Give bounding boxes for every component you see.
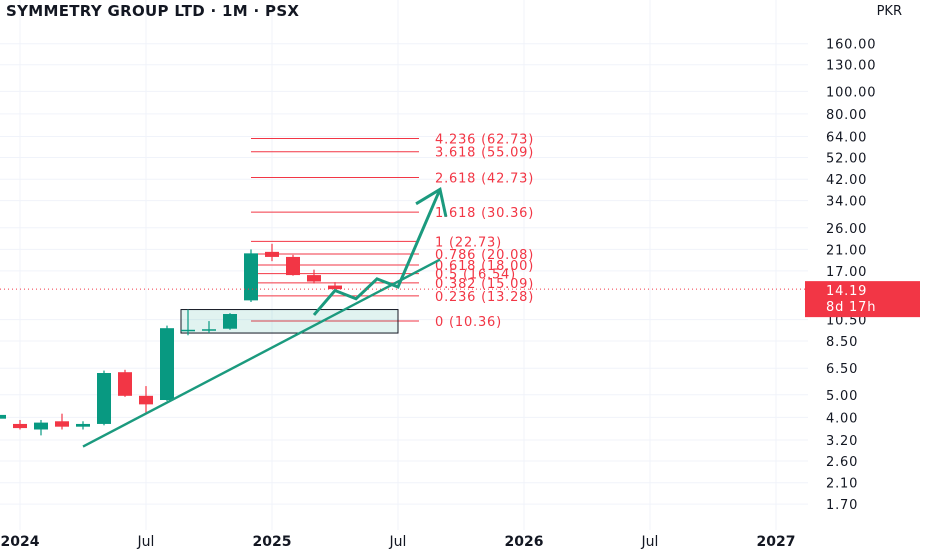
price-tick-label: 21.00: [826, 243, 867, 258]
price-tick-label: 6.50: [826, 362, 858, 377]
candle: [13, 419, 27, 430]
price-tick-label: 10.50: [826, 314, 867, 329]
bar-countdown-label: 8d 17h: [826, 300, 876, 315]
candle-body: [13, 423, 27, 429]
fib-level-label: 3.618 (55.09): [435, 146, 534, 161]
price-tick-label: 5.00: [826, 389, 858, 404]
grid: [0, 0, 808, 530]
time-tick-label: 2025: [253, 534, 292, 550]
current-price-label: 14.19: [826, 284, 867, 299]
fib-level-label: 0.618 (18.00): [435, 259, 534, 274]
candle: [307, 269, 321, 284]
candle: [181, 309, 195, 336]
fib-level-label: 1.618 (30.36): [435, 206, 534, 221]
candle-body: [0, 414, 6, 419]
price-axis: 160.00 130.00 100.00 80.00 64.00 52.00 42.00 34…: [805, 38, 920, 513]
candle: [286, 254, 300, 276]
drawings: [0, 186, 808, 448]
time-tick-label: Jul: [137, 534, 155, 550]
candle: [139, 386, 153, 413]
fib-level-label: 4.236 (62.73): [435, 133, 534, 148]
candle: [34, 419, 48, 436]
candle-body: [265, 251, 279, 257]
price-tick-label: 160.00: [826, 38, 876, 53]
candle: [265, 243, 279, 262]
trendline: [82, 258, 441, 448]
fib-level-label: 0.5 (16.54): [435, 268, 516, 283]
price-tick-label: 26.00: [826, 222, 867, 237]
candle-body: [160, 328, 174, 400]
price-tag-background: [805, 281, 920, 318]
candle: [0, 414, 6, 419]
price-tick-label: 2.60: [826, 455, 858, 470]
currency-label: PKR: [876, 4, 902, 19]
candle-body: [223, 314, 237, 329]
time-tick-label: Jul: [641, 534, 659, 550]
price-tick-label: 52.00: [826, 152, 867, 167]
candle-body: [244, 253, 258, 301]
candle-body: [76, 423, 90, 427]
time-tick-label: 2026: [505, 534, 544, 550]
candle: [244, 249, 258, 302]
price-tick-label: 34.00: [826, 195, 867, 210]
time-tick-label: 2027: [757, 534, 796, 550]
fibonacci-extension: 4.236 (62.73)3.618 (55.09) 2.618 (42.73) 1…: [251, 133, 534, 330]
fib-level-label: 0.236 (13.28): [435, 290, 534, 305]
time-tick-label: 2024: [1, 534, 40, 550]
price-tick-label: 100.00: [826, 85, 876, 100]
price-tick-label: 42.00: [826, 173, 867, 188]
candles: [0, 243, 342, 436]
candle: [97, 370, 111, 426]
fib-level-label: 0.786 (20.08): [435, 248, 534, 263]
candle: [118, 369, 132, 397]
fib-level-label: 0 (10.36): [435, 315, 502, 330]
time-tick-label: Jul: [389, 534, 407, 550]
price-tick-label: 80.00: [826, 108, 867, 123]
chart-title: SYMMETRY GROUP LTD · 1M · PSX: [6, 2, 300, 20]
price-tick-label: 4.00: [826, 411, 858, 426]
fib-level-label: 2.618 (42.73): [435, 171, 534, 186]
price-tick-label: 3.20: [826, 434, 858, 449]
candle-body: [118, 372, 132, 396]
price-tick-label: 2.10: [826, 477, 858, 492]
candle: [223, 313, 237, 330]
candle: [202, 321, 216, 334]
projection-arrow-head: [415, 186, 448, 218]
fib-level-label: 0.382 (15.09): [435, 277, 534, 292]
candle-body: [55, 421, 69, 427]
candle: [55, 413, 69, 430]
candle: [160, 325, 174, 402]
candle-body: [97, 373, 111, 424]
price-tick-label: 1.70: [826, 498, 858, 513]
candle-body: [202, 329, 216, 331]
candle-body: [139, 395, 153, 405]
price-tick-label: 130.00: [826, 59, 876, 74]
price-tick-label: 8.50: [826, 335, 858, 350]
candle-body: [181, 329, 195, 332]
price-tick-label: 17.00: [826, 265, 867, 280]
price-tick-label: 64.00: [826, 131, 867, 146]
candle-body: [328, 285, 342, 290]
candle-body: [34, 422, 48, 430]
candle-body: [286, 256, 300, 276]
projection-arrow-path: [312, 188, 442, 316]
candle: [76, 421, 90, 430]
candle-body: [307, 275, 321, 282]
fib-level-label: 1 (22.73): [435, 235, 502, 250]
time-axis: 2024 Jul 2025 Jul 2026 Jul 2027: [1, 534, 796, 550]
